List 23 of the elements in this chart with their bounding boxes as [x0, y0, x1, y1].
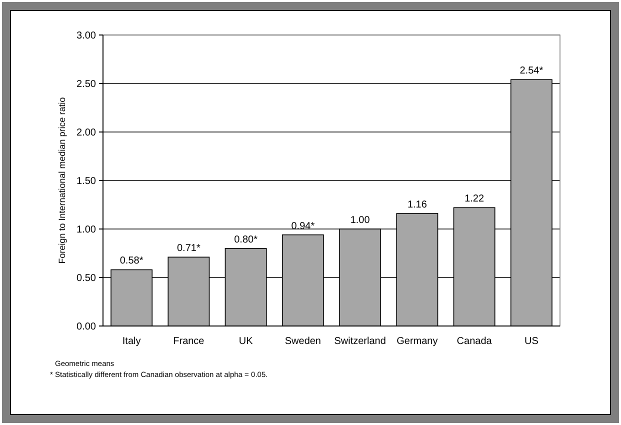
- data-label: 1.00: [350, 215, 370, 226]
- x-tick-label: UK: [238, 336, 254, 347]
- data-label: 2.54*: [520, 66, 544, 77]
- y-tick-label: 1.00: [76, 224, 96, 236]
- data-label: 0.71*: [177, 243, 200, 254]
- data-label: 0.58*: [120, 256, 144, 267]
- y-tick-label: 2.50: [76, 79, 96, 90]
- x-tick-label: Sweden: [284, 336, 322, 347]
- data-label: 1.22: [464, 194, 484, 205]
- x-tick-label: US: [524, 336, 539, 347]
- x-tick-label: Germany: [396, 336, 438, 347]
- y-tick-label: 0.50: [76, 273, 96, 284]
- y-tick-label: 3.00: [76, 30, 96, 42]
- data-label: 1.16: [407, 199, 428, 210]
- x-tick-label: France: [173, 336, 205, 347]
- x-tick-label: Switzerland: [334, 336, 386, 347]
- y-axis-title: Foreign to International median price ratio: [57, 97, 67, 264]
- x-tick-label: Canada: [456, 336, 492, 347]
- data-label: 0.80*: [234, 234, 258, 246]
- y-tick-label: 0.00: [76, 322, 96, 332]
- y-tick-label: 2.00: [76, 128, 96, 138]
- x-tick-label: Italy: [122, 336, 141, 347]
- y-tick-label: 1.50: [76, 176, 96, 187]
